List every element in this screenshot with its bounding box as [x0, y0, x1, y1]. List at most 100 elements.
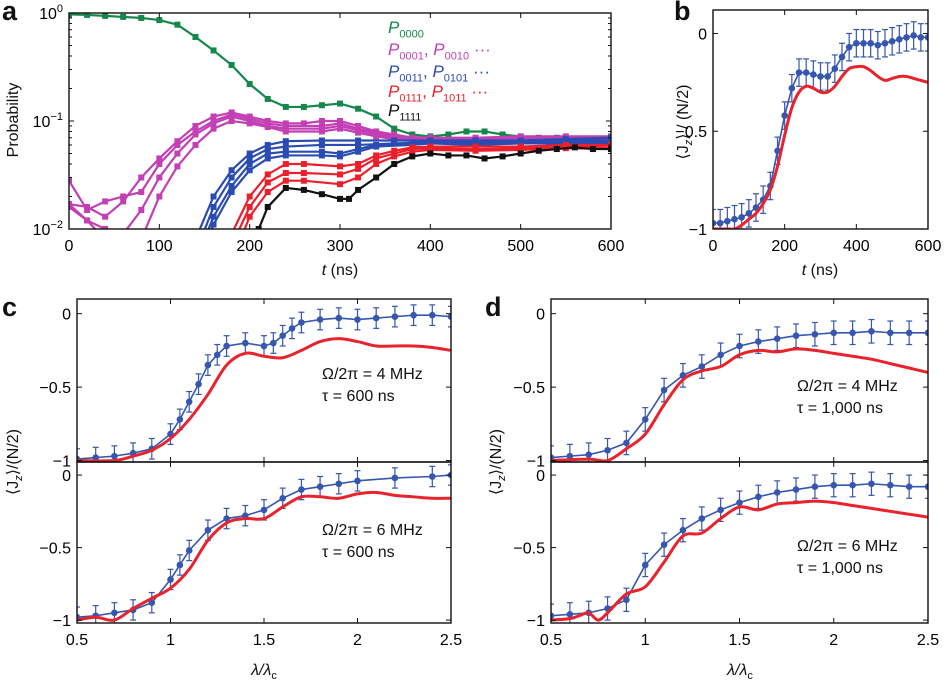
- legend-entry: P0111, P1011 ···: [388, 82, 488, 104]
- data-point: [566, 610, 574, 618]
- data-point: [373, 143, 380, 150]
- data-point: [246, 160, 253, 167]
- data-point: [318, 152, 325, 159]
- data-point: [409, 148, 416, 155]
- annotation-c-bottom-tau: τ = 600 ns: [322, 544, 395, 561]
- data-point: [246, 155, 253, 162]
- data-point: [427, 140, 434, 147]
- data-point: [373, 113, 380, 120]
- y-tick-label: −0.5: [675, 124, 707, 141]
- data-point: [264, 179, 271, 186]
- data-point: [192, 128, 199, 135]
- data-point: [264, 150, 271, 157]
- data-point: [228, 189, 235, 196]
- y-tick-label: 0: [62, 468, 71, 485]
- data-point: [192, 236, 198, 242]
- data-point: [192, 269, 198, 275]
- panel-a-ylabel: Probability: [5, 82, 22, 158]
- data-point: [724, 217, 731, 225]
- data-point: [373, 174, 380, 181]
- data-point: [84, 203, 91, 210]
- data-point: [156, 155, 163, 162]
- data-point: [517, 140, 524, 147]
- data-point: [679, 526, 687, 534]
- plot-frame: [712, 9, 929, 230]
- data-point: [255, 226, 262, 229]
- xlabel-sub: c: [747, 670, 753, 683]
- data-point: [731, 215, 738, 223]
- xlabel-var: t: [321, 262, 327, 279]
- data-point: [228, 113, 235, 120]
- annotation-d-bottom-tau: τ = 1,000 ns: [797, 560, 883, 577]
- y-tick-label: 10−2: [33, 219, 63, 239]
- ylabel-sub: z: [13, 475, 26, 481]
- data-point: [373, 133, 380, 140]
- data-point: [138, 174, 145, 181]
- data-point: [427, 150, 434, 157]
- legend-subscript: 0101: [443, 72, 469, 85]
- data-point: [698, 515, 706, 522]
- data-point: [881, 39, 889, 47]
- data-point: [282, 160, 289, 167]
- plot-area: [551, 318, 928, 462]
- data-point: [463, 128, 470, 135]
- xlabel-sub: c: [271, 670, 277, 683]
- data-point: [845, 43, 853, 51]
- data-point: [264, 95, 271, 102]
- data-point: [337, 181, 343, 188]
- x-tick-label: 400: [843, 238, 870, 255]
- plot-area: [69, 13, 611, 275]
- x-tick-label: 0: [65, 238, 74, 255]
- series-theory-1: [551, 499, 928, 622]
- data-point: [717, 351, 724, 359]
- data-point: [698, 363, 706, 370]
- legend-subscript: 0001: [399, 50, 424, 63]
- data-point: [604, 446, 611, 454]
- data-point: [228, 118, 235, 124]
- data-point: [830, 481, 838, 489]
- annotation-d-top-tau: τ = 1,000 ns: [797, 400, 883, 417]
- data-point: [111, 609, 118, 617]
- x-tick-label: 2: [829, 632, 838, 649]
- data-point: [781, 112, 788, 119]
- data-point: [354, 477, 361, 485]
- theory-curve: [77, 337, 451, 462]
- data-point: [917, 34, 925, 41]
- panel-c-xlabel: λ/λc: [251, 662, 277, 682]
- data-point: [623, 596, 630, 604]
- data-point: [242, 339, 249, 347]
- data-point: [84, 206, 91, 213]
- panel-d-bottom: 0.5 1 1.5 2 2.5 0 −0.5 −1: [513, 461, 939, 649]
- data-point: [903, 34, 910, 41]
- x-tick-label: 600: [598, 238, 625, 255]
- x-tick-label: 1.5: [728, 632, 750, 649]
- data-point: [535, 147, 542, 154]
- data-point: [264, 146, 271, 153]
- panel-letter-a: a: [2, 0, 18, 26]
- data-point: [355, 141, 362, 148]
- data-point: [228, 183, 235, 190]
- data-point: [409, 131, 416, 138]
- series-data-0: [713, 21, 928, 229]
- data-point: [499, 153, 506, 160]
- data-point: [868, 328, 875, 335]
- data-point: [279, 494, 287, 502]
- panel-letter-c: c: [2, 292, 18, 322]
- legend-entry: P0011, P0101 ···: [388, 62, 490, 84]
- data-point: [811, 483, 819, 490]
- ylabel-post: ⟩ / (N/2): [674, 84, 692, 140]
- data-point: [517, 150, 524, 157]
- data-point: [335, 314, 343, 322]
- data-point: [192, 33, 199, 40]
- ylabel-pre: ⟨J: [487, 480, 505, 495]
- y-tick-label: −1: [527, 454, 545, 471]
- data-point: [355, 129, 362, 136]
- tick-base: 10: [39, 6, 57, 23]
- x-tick-label: 0.5: [540, 632, 562, 649]
- data-point: [355, 148, 362, 155]
- annotation-c-bottom-rabi: Ω/2π = 6 MHz: [322, 522, 423, 539]
- data-point: [874, 41, 882, 49]
- data-point: [355, 105, 362, 112]
- panel-b: 0 200 400 600 0 −0.5 −1: [675, 9, 941, 255]
- data-point: [102, 236, 108, 242]
